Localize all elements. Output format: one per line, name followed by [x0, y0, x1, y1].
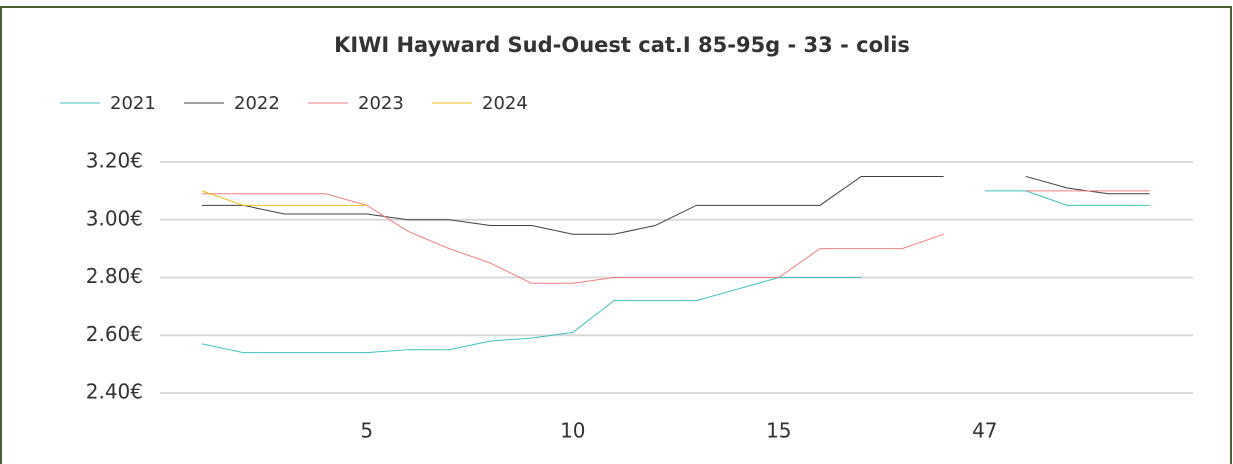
x-tick-label: 10: [560, 419, 585, 443]
legend-label: 2023: [358, 93, 404, 114]
y-tick-label: 2.60€: [86, 322, 143, 346]
x-tick-label: 5: [360, 419, 373, 443]
line-series: [201, 190, 1150, 354]
line-series: [201, 190, 367, 206]
frame: [0, 6, 1232, 464]
chart-title: KIWI Hayward Sud-Ouest cat.I 85-95g - 33…: [334, 33, 910, 57]
legend-label: 2024: [482, 93, 528, 114]
y-tick-label: 3.00€: [86, 206, 143, 230]
y-tick-label: 3.20€: [86, 149, 143, 173]
line-series: [202, 190, 1150, 284]
y-tick-label: 2.40€: [86, 380, 143, 404]
x-tick-label: 15: [766, 419, 791, 443]
legend-label: 2022: [234, 93, 280, 114]
legend-label: 2021: [110, 93, 156, 114]
x-tick-label: 47: [972, 419, 997, 443]
y-tick-label: 2.80€: [86, 264, 143, 288]
